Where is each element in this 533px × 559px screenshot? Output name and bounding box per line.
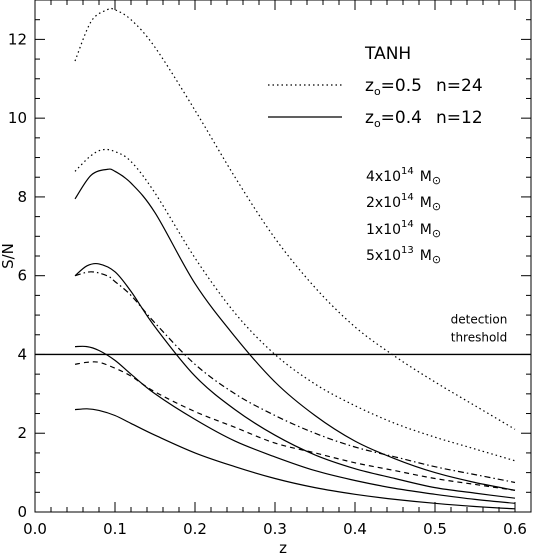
legend-entry-solid: zo=0.4 n=12	[365, 108, 483, 130]
legend-title: TANH	[364, 44, 411, 64]
y-tick-label: 2	[17, 424, 27, 442]
y-tick-label: 4	[17, 345, 27, 363]
y-tick-label: 8	[17, 188, 27, 206]
x-tick-label: 0.2	[183, 520, 207, 538]
series-line-8	[74, 408, 516, 510]
x-tick-label: 0.1	[103, 520, 127, 538]
series-layer	[74, 7, 516, 510]
y-tick-label: 6	[17, 267, 27, 285]
mass-label-4: 5x1013 M⊙	[366, 245, 441, 266]
y-axis-title: S/N	[0, 243, 17, 269]
mass-label-2: 2x1014 M⊙	[366, 192, 441, 213]
legend: TANH zo=0.5 n=24 zo=0.4 n=12	[268, 44, 483, 130]
x-tick-label: 0.0	[23, 520, 47, 538]
y-tick-label: 10	[8, 109, 27, 127]
x-tick-label: 0.4	[343, 520, 367, 538]
threshold-label-threshold: threshold	[451, 330, 508, 344]
x-axis-title: z	[279, 539, 287, 557]
series-line-3	[74, 168, 516, 491]
series-line-7	[74, 345, 516, 504]
y-tick-label: 0	[17, 503, 27, 521]
x-tick-label: 0.6	[503, 520, 527, 538]
series-line-6	[74, 361, 516, 491]
y-tick-label: 12	[8, 30, 27, 48]
mass-label-3: 1x1014 M⊙	[366, 219, 441, 240]
series-line-5	[74, 262, 516, 499]
mass-labels: 4x1014 M⊙ 2x1014 M⊙ 1x1014 M⊙ 5x1013 M⊙	[366, 166, 441, 266]
series-line-2	[74, 148, 516, 462]
axis-ticks: 0.0 0.1 0.2 0.3 0.4 0.5 0.6 0 2 4 6 8 10 12	[8, 0, 531, 538]
series-line-1	[74, 7, 516, 430]
series-line-4	[74, 271, 516, 484]
legend-entry-dotted: zo=0.5 n=24	[365, 76, 483, 98]
threshold-label-detection: detection	[451, 312, 508, 326]
mass-label-1: 4x1014 M⊙	[366, 166, 441, 187]
x-tick-label: 0.5	[423, 520, 447, 538]
x-tick-label: 0.3	[263, 520, 287, 538]
